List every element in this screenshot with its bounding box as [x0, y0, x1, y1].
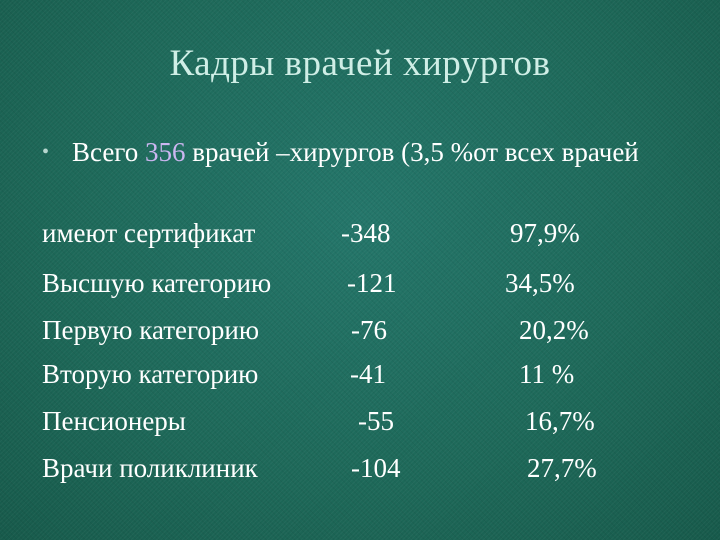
bullet-prefix: Всего: [72, 137, 145, 167]
row-label: Высшую категорию: [42, 268, 272, 298]
row-percent: 27,7%: [527, 453, 597, 483]
row-label: Врачи поликлиник: [42, 453, 258, 483]
bullet-text: Всего 356 врачей –хирургов (3,5 %от всех…: [72, 134, 682, 170]
row-percent: 11 %: [519, 359, 575, 389]
row-label: Вторую категорию: [42, 359, 259, 389]
table-row: Пенсионеры -55 16,7%: [0, 403, 720, 439]
row-count: -55: [358, 406, 394, 436]
table-row: Вторую категорию -41 11 %: [0, 356, 720, 392]
table-row: имеют сертификат -348 97,9%: [0, 215, 720, 251]
row-count: -76: [351, 315, 387, 345]
row-count: -41: [350, 359, 386, 389]
bullet-icon: •: [42, 141, 50, 163]
table-row: Первую категорию -76 20,2%: [0, 312, 720, 348]
row-label: имеют сертификат: [42, 218, 256, 248]
row-count: -104: [351, 453, 401, 483]
table-row: Высшую категорию -121 34,5%: [0, 265, 720, 301]
row-count: -348: [341, 218, 391, 248]
bullet-suffix: врачей –хирургов (3,5 %от всех врачей: [185, 137, 639, 167]
row-label: Первую категорию: [42, 315, 260, 345]
row-percent: 16,7%: [525, 406, 595, 436]
row-percent: 97,9%: [510, 218, 580, 248]
total-count: 356: [144, 137, 186, 167]
table-row: Врачи поликлиник -104 27,7%: [0, 450, 720, 486]
row-percent: 20,2%: [519, 315, 589, 345]
slide-title: Кадры врачей хирургов: [169, 43, 551, 84]
row-count: -121: [347, 268, 397, 298]
row-label: Пенсионеры: [42, 406, 186, 436]
row-percent: 34,5%: [505, 268, 575, 298]
